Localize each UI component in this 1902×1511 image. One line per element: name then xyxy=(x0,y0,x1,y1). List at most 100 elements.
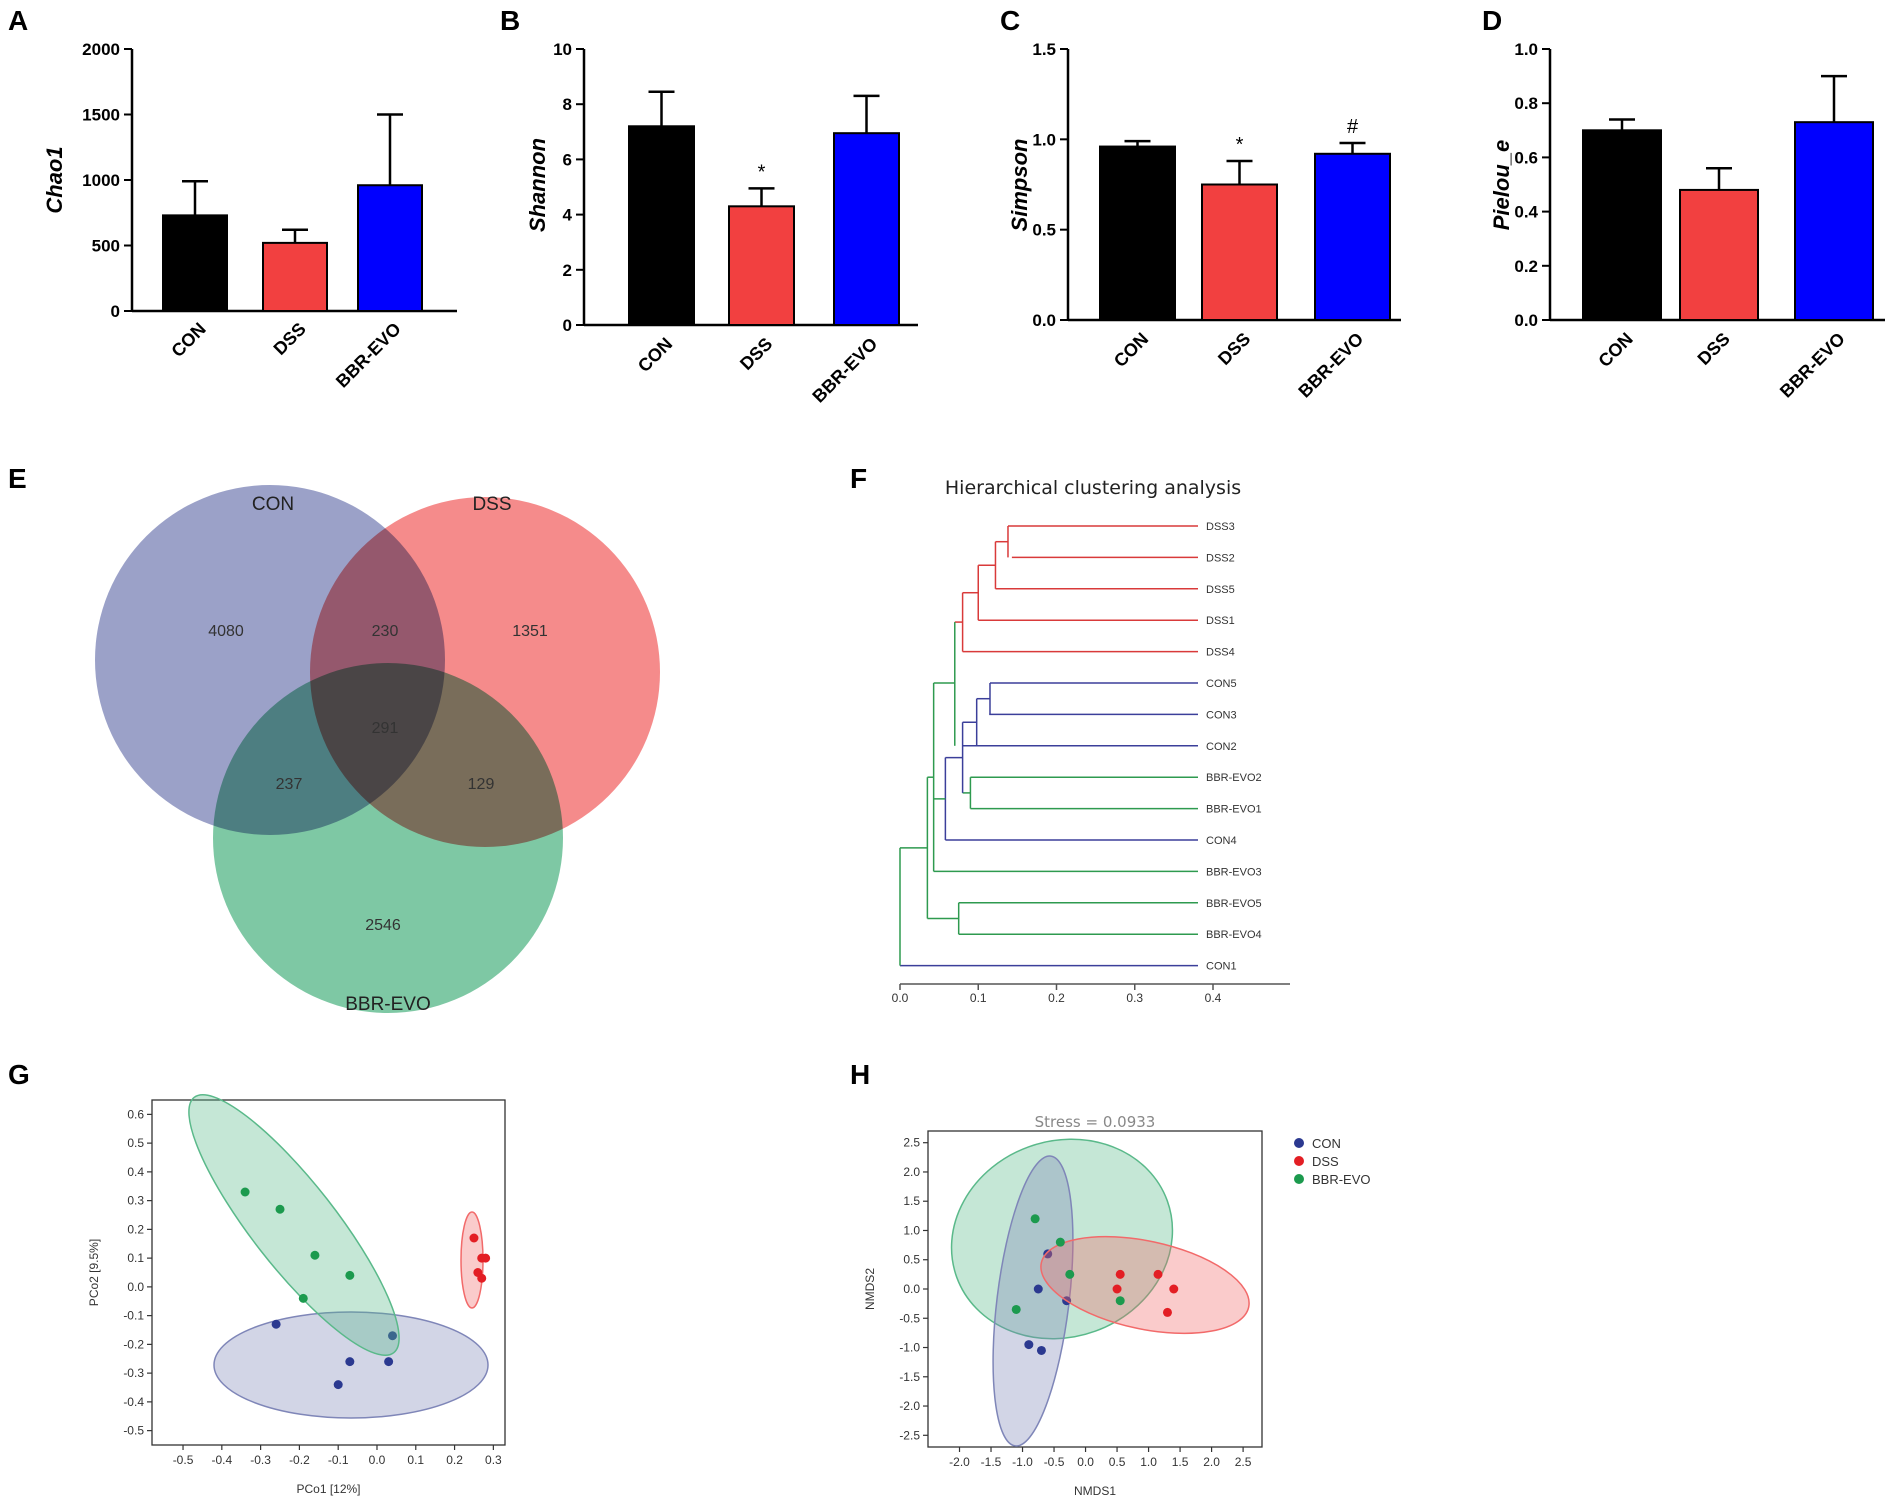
venn-count: 230 xyxy=(372,623,399,640)
point-con xyxy=(1043,1249,1053,1259)
x-tick-label: 0.0 xyxy=(1077,1455,1094,1469)
point-bbr-evo xyxy=(1055,1237,1065,1247)
point-dss xyxy=(1169,1284,1179,1294)
y-tick-label: -1.5 xyxy=(899,1370,920,1384)
significance-mark: * xyxy=(1236,134,1244,156)
y-tick-label: 0.0 xyxy=(1514,311,1538,330)
leaf-label: BBR-EVO3 xyxy=(1206,866,1262,878)
panel-label-h: H xyxy=(850,1059,870,1090)
y-tick-label: 0 xyxy=(111,302,120,321)
venn-count: 4080 xyxy=(208,623,244,640)
y-tick-label: -0.5 xyxy=(123,1424,144,1438)
leaf-label: BBR-EVO4 xyxy=(1206,929,1262,941)
panel-label-a: A xyxy=(8,5,28,36)
y-tick-label: 0.2 xyxy=(1514,257,1538,276)
y-tick-label: 0.5 xyxy=(1032,221,1056,240)
leaf-label: CON4 xyxy=(1206,835,1237,847)
panel-label-b: B xyxy=(500,5,520,36)
y-tick-label: 0.0 xyxy=(903,1282,920,1296)
x-tick-label: -1.5 xyxy=(981,1455,1002,1469)
legend-label: DSS xyxy=(1312,1154,1339,1169)
category-label: CON xyxy=(1110,329,1152,371)
x-tick-label: 0.0 xyxy=(369,1453,386,1467)
significance-mark: * xyxy=(758,161,766,183)
x-tick-label: 0.2 xyxy=(446,1453,463,1467)
point-bbr-evo xyxy=(345,1270,355,1280)
bar-dss xyxy=(1679,188,1759,321)
leaf-label: CON1 xyxy=(1206,961,1237,973)
y-axis-label: Chao1 xyxy=(42,146,67,213)
category-label: BBR-EVO xyxy=(808,334,881,407)
y-tick-label: 0 xyxy=(563,316,572,335)
point-dss xyxy=(477,1273,487,1283)
venn-diagram: CON DSS BBR-EVO 4080 230 1351 291 237 129 2546 xyxy=(95,485,660,1015)
y-tick-label: 6 xyxy=(563,150,572,169)
x-tick-label: 0.1 xyxy=(407,1453,424,1467)
point-bbr-evo xyxy=(298,1293,308,1303)
point-con xyxy=(271,1319,281,1329)
x-axis-label: NMDS1 xyxy=(1074,1484,1116,1498)
point-dss xyxy=(1162,1307,1172,1317)
panel-label-c: C xyxy=(1000,5,1020,36)
y-tick-label: 10 xyxy=(553,40,572,59)
point-dss xyxy=(1115,1269,1125,1279)
x-tick-label: -0.2 xyxy=(289,1453,310,1467)
panel-label-g: G xyxy=(8,1059,30,1090)
point-bbr-evo xyxy=(1115,1296,1125,1306)
y-tick-label: -0.5 xyxy=(899,1311,920,1325)
plot-frame xyxy=(151,1099,506,1446)
pcoa-plot: -0.5 -0.4 -0.3 -0.2 -0.1 0.0 0.1 0.2 0.3 -0.5 -0.4… xyxy=(87,1093,506,1496)
y-tick-label: 0.5 xyxy=(903,1253,920,1267)
y-tick-label: 0.6 xyxy=(1514,148,1538,167)
venn-count: 237 xyxy=(276,776,303,793)
bar-dss xyxy=(262,241,328,313)
y-tick-label: 0.0 xyxy=(127,1280,144,1294)
legend-marker xyxy=(1294,1138,1304,1148)
y-axis-label: NMDS2 xyxy=(863,1268,877,1310)
leaf-label: CON3 xyxy=(1206,709,1237,721)
point-dss xyxy=(1112,1284,1122,1294)
bar-con xyxy=(1582,129,1662,321)
y-tick-label: -0.4 xyxy=(123,1395,144,1409)
category-label: BBR-EVO xyxy=(332,319,405,392)
dendrogram: Hierarchical clustering analysis 0.0 0.1 0.… xyxy=(892,477,1290,1005)
bar-bbr-evo xyxy=(1794,121,1874,321)
chart-a: 0 500 1000 1500 2000 Chao1 CON DSS BBR-EVO xyxy=(42,40,457,392)
x-tick-label: -0.5 xyxy=(173,1453,194,1467)
panel-label-d: D xyxy=(1482,5,1502,36)
venn-count: 129 xyxy=(468,776,495,793)
venn-count: 2546 xyxy=(365,917,401,934)
leaf-label: DSS3 xyxy=(1206,521,1235,533)
leaf-label: DSS2 xyxy=(1206,552,1235,564)
y-tick-label: 0.8 xyxy=(1514,94,1538,113)
leaf-label: CON5 xyxy=(1206,678,1237,690)
bar-bbr-evo xyxy=(833,132,900,326)
leaf-label: CON2 xyxy=(1206,741,1237,753)
nmds-plot: -2.0 -1.5 -1.0 -0.5 0.0 0.5 1.0 1.5 2.0 2.5 -2.5 -2… xyxy=(863,1113,1371,1498)
y-axis-label: Simpson xyxy=(1007,139,1032,232)
x-tick-label: -0.1 xyxy=(328,1453,349,1467)
category-label: CON xyxy=(167,319,209,361)
y-tick-label: 500 xyxy=(92,237,120,256)
y-axis-label: Shannon xyxy=(525,138,550,232)
panel-label-f: F xyxy=(850,463,867,494)
x-tick-label: 0.5 xyxy=(1109,1455,1126,1469)
point-bbr-evo xyxy=(1065,1269,1075,1279)
venn-circle-bbr-evo xyxy=(213,663,563,1013)
y-tick-label: 0.4 xyxy=(1514,203,1538,222)
category-label: DSS xyxy=(1694,329,1734,369)
point-con xyxy=(1036,1345,1046,1355)
point-con xyxy=(333,1380,343,1390)
x-tick-label: -0.5 xyxy=(1044,1455,1065,1469)
venn-set-label: BBR-EVO xyxy=(345,994,431,1015)
point-bbr-evo xyxy=(275,1204,285,1214)
y-tick-label: -0.3 xyxy=(123,1366,144,1380)
bar-dss xyxy=(728,205,795,327)
x-tick-label: 0.3 xyxy=(1126,991,1143,1005)
point-con xyxy=(384,1357,394,1367)
y-tick-label: 0.2 xyxy=(127,1222,144,1236)
ellipse-dss xyxy=(1040,1235,1250,1335)
y-tick-label: 0.5 xyxy=(127,1136,144,1150)
significance-mark: # xyxy=(1347,116,1359,138)
chart-d: 0.0 0.2 0.4 0.6 0.8 1.0 Pielou_e CON DSS BBR-EVO xyxy=(1489,40,1885,402)
